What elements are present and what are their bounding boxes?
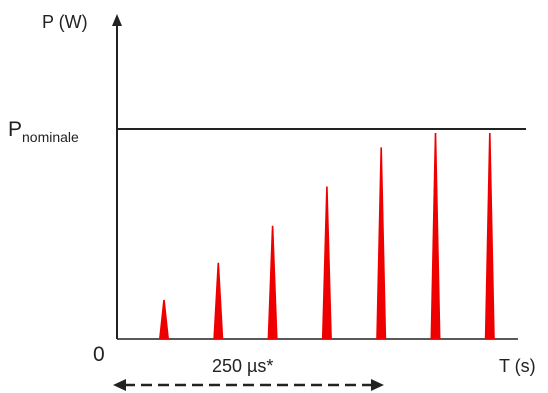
y-axis-label: P (W) xyxy=(42,12,88,32)
duration-arrowhead-left xyxy=(113,379,126,391)
power-pulse xyxy=(159,299,169,339)
power-pulse xyxy=(376,147,387,339)
nominal-power-label: Pnominale xyxy=(8,118,79,145)
x-axis-label: T (s) xyxy=(499,356,536,376)
nominal-power-subscript: nominale xyxy=(22,129,79,145)
duration-label: 250 µs* xyxy=(212,356,273,376)
power-pulse xyxy=(484,133,495,339)
power-pulse xyxy=(267,225,278,339)
power-pulse xyxy=(430,133,441,339)
power-pulse xyxy=(213,262,224,339)
nominal-power-symbol: P xyxy=(8,118,22,141)
y-axis-arrowhead xyxy=(112,14,122,26)
pulse-group xyxy=(159,133,495,339)
duration-arrowhead-right xyxy=(371,379,384,391)
power-pulse xyxy=(321,186,332,339)
origin-label: 0 xyxy=(93,343,105,366)
